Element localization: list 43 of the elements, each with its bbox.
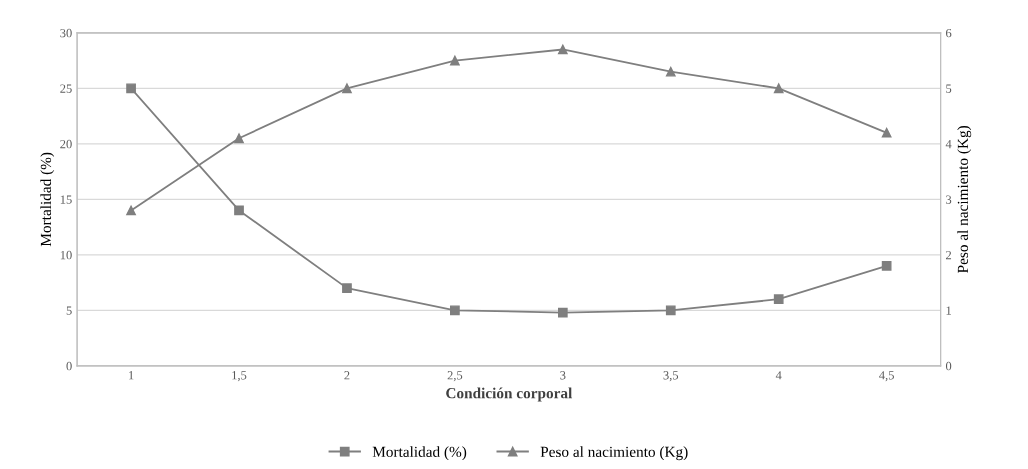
point [450,305,460,316]
y2-axis-title: Peso al nacimiento (Kg) [957,125,972,273]
point [126,83,136,94]
x-tick-label: 2 [344,371,350,380]
point [557,44,568,55]
y2-tick-label: 1 [946,306,951,315]
y-tick-label: 10 [60,250,72,260]
point [450,55,460,66]
y2-tick-label: 0 [945,361,952,371]
x-tick-label: 1,5 [232,371,247,382]
y-tick-label: 30 [60,28,72,38]
y-tick-label: 15 [60,195,72,204]
point [234,205,244,216]
point [342,83,352,94]
point [665,305,676,316]
y2-tick-label: 3 [946,195,952,204]
point [234,133,244,144]
y-tick-label: 20 [60,139,72,149]
x-tick-label: 4 [775,371,782,380]
y2-tick-label: 4 [945,139,952,149]
legend-label: Peso al nacimiento (Kg) [540,446,688,461]
y-tick-label: 25 [60,84,72,93]
point [126,205,136,216]
y-axis-title: Mortalidad (%) [40,152,55,247]
y2-tick-label: 6 [946,28,952,38]
y2-tick-label: 5 [946,84,952,93]
x-axis-title: Condición corporal [446,387,573,402]
point [557,307,568,318]
y-tick-label: 0 [66,361,72,371]
point [881,261,892,271]
y-tick-label: 5 [66,306,72,315]
x-tick-label: 1 [129,371,134,380]
point [342,283,352,293]
point [773,294,784,305]
point [773,83,784,94]
x-tick-label: 3,5 [663,371,679,382]
x-tick-label: 2,5 [447,371,463,382]
x-tick-label: 4,5 [879,371,894,382]
legend-label: Mortalidad (%) [372,446,467,461]
x-tick-label: 3 [560,371,566,380]
y2-tick-label: 2 [946,250,952,260]
point [881,127,892,138]
point [665,66,676,77]
